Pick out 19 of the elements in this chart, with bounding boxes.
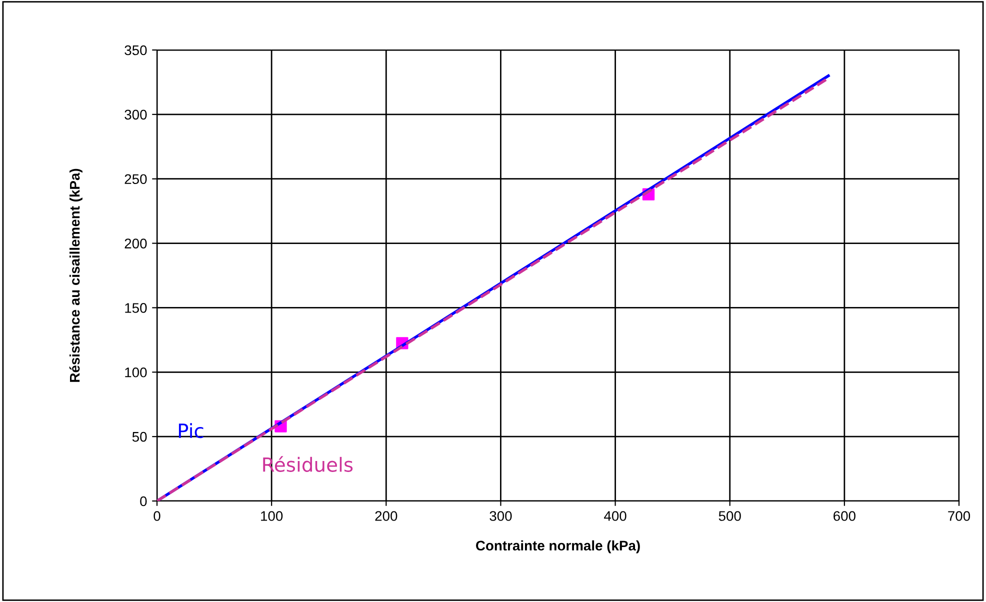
x-tick-label: 400	[604, 511, 626, 521]
x-tick-label: 200	[375, 511, 398, 521]
x-tick-label: 600	[834, 511, 856, 521]
y-tick-label: 100	[125, 367, 147, 378]
x-tick-label: 500	[718, 511, 741, 521]
y-tick-label: 300	[124, 110, 147, 120]
series-label: Pic	[178, 423, 204, 438]
x-axis-title: Contrainte normale (kPa)	[476, 540, 640, 554]
x-tick-label: 300	[490, 511, 512, 521]
y-tick-label: 50	[132, 432, 147, 442]
y-tick-label: 350	[124, 45, 147, 56]
y-tick-label: 0	[140, 496, 147, 506]
y-tick-label: 250	[124, 174, 147, 184]
x-tick-label: 700	[948, 511, 970, 521]
y-axis-title: Résistance au cisaillement (kPa)	[69, 168, 82, 382]
y-tick-label: 150	[125, 303, 147, 313]
x-tick-label: 0	[154, 511, 160, 521]
y-tick-label: 200	[124, 238, 147, 248]
x-tick-label: 100	[261, 511, 283, 521]
